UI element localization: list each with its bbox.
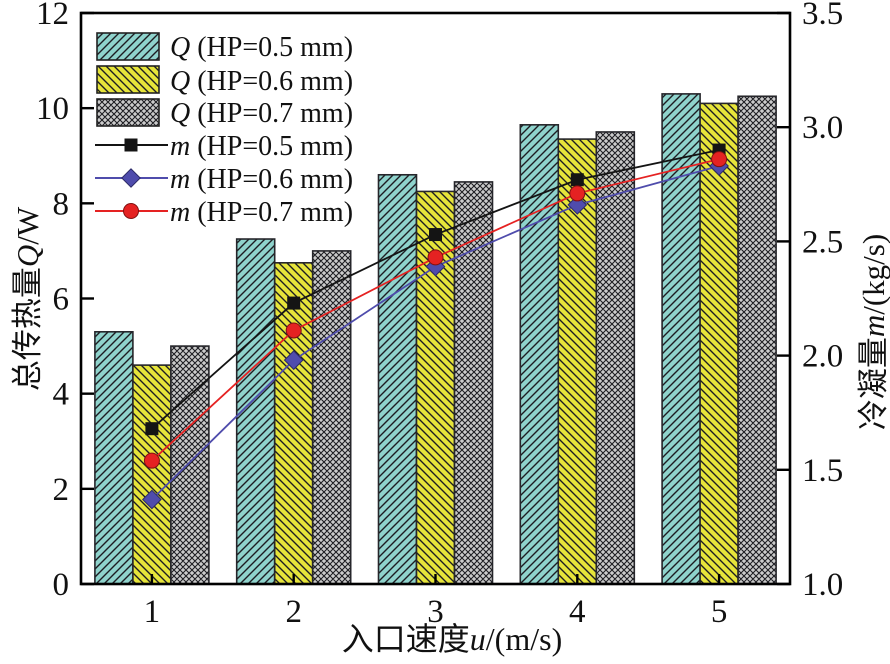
marker-diamond xyxy=(283,350,304,371)
legend-label: Q (HP=0.5 mm) xyxy=(170,32,353,63)
marker-square xyxy=(429,228,442,242)
left-tick-label: 8 xyxy=(53,186,70,222)
legend-label-var: Q xyxy=(170,32,190,63)
left-axis-title: 总传热量Q/W xyxy=(10,206,45,391)
legend-swatch-hatch xyxy=(97,66,159,93)
bar-hatch xyxy=(662,93,701,585)
x-tick-label: 4 xyxy=(569,594,586,630)
right-axis-title-unit: /(kg/s) xyxy=(856,234,890,315)
legend-label-var: m xyxy=(170,164,190,195)
right-tick-label: 3.5 xyxy=(802,0,843,32)
legend-item-q-hp07: Q (HP=0.7 mm) xyxy=(96,98,353,129)
legend-label-rest: (HP=0.7 mm) xyxy=(197,197,353,228)
right-axis-title: 冷凝量m/(kg/s) xyxy=(856,234,890,430)
x-tick-label: 2 xyxy=(285,594,302,630)
bar-hatch xyxy=(700,103,739,585)
bar-hatch xyxy=(236,239,275,585)
left-axis-title-cjk: 总传热量 xyxy=(10,267,45,391)
marker-square xyxy=(287,296,301,310)
legend-item-q-hp05: Q (HP=0.5 mm) xyxy=(96,32,353,63)
bar-hatch xyxy=(94,331,133,584)
legend-label-rest: (HP=0.6 mm) xyxy=(197,66,353,97)
right-axis-title-cjk: 冷凝量 xyxy=(856,337,890,430)
legend-label: m (HP=0.5 mm) xyxy=(170,131,353,162)
left-axis-title-var: Q xyxy=(10,245,45,267)
legend-swatch-hatch xyxy=(97,99,159,126)
marker-circle xyxy=(711,151,728,168)
bar-hatch xyxy=(738,96,777,584)
marker-diamond xyxy=(142,489,162,510)
left-tick-label: 2 xyxy=(53,472,70,508)
legend-label-rest: (HP=0.5 mm) xyxy=(197,131,353,162)
marker-circle xyxy=(427,249,444,266)
bar-hatch xyxy=(520,124,559,584)
legend-label-var: Q xyxy=(170,98,190,129)
right-tick-label: 2.0 xyxy=(802,339,843,375)
legend-item-m-hp06: m (HP=0.6 mm) xyxy=(95,164,353,195)
marker-circle xyxy=(143,452,160,469)
right-tick-label: 3.0 xyxy=(802,110,843,146)
marker-square xyxy=(570,173,584,187)
legend-item-m-hp05: m (HP=0.5 mm) xyxy=(95,131,353,162)
x-tick-label: 3 xyxy=(427,594,444,630)
left-axis-title-unit: /W xyxy=(10,206,45,245)
bar-hatch xyxy=(170,346,209,584)
marker-circle xyxy=(285,322,302,339)
legend-swatch-border xyxy=(96,65,160,94)
right-tick-label: 2.5 xyxy=(802,224,843,260)
bar-hatch xyxy=(312,250,351,584)
legend-marker-circle xyxy=(123,203,139,219)
right-tick-label: 1.5 xyxy=(802,453,843,489)
marker-diamond xyxy=(567,194,588,215)
left-tick-label: 6 xyxy=(53,282,70,318)
bar-hatch xyxy=(378,174,417,585)
left-tick-label: 10 xyxy=(36,91,69,127)
left-tick-label: 0 xyxy=(53,567,70,603)
x-axis-title-unit: /(m/s) xyxy=(486,621,562,657)
legend-label-rest: (HP=0.6 mm) xyxy=(197,164,353,195)
x-axis-title: 入口速度u/(m/s) xyxy=(342,621,562,657)
legend-label-rest: (HP=0.5 mm) xyxy=(197,32,353,63)
legend-item-m-hp07: m (HP=0.7 mm) xyxy=(95,197,353,228)
legend-label-var: m xyxy=(170,197,190,228)
x-tick-label: 5 xyxy=(711,594,728,630)
right-axis-title-var: m xyxy=(856,315,890,337)
lines-layer xyxy=(142,143,729,510)
bar-hatch xyxy=(454,181,493,584)
legend-marker-diamond xyxy=(121,168,141,188)
left-tick-label: 4 xyxy=(53,377,70,413)
marker-circle xyxy=(569,185,586,202)
left-tick-label: 12 xyxy=(36,0,69,32)
legend-label: m (HP=0.7 mm) xyxy=(170,197,353,228)
legend-label-var: m xyxy=(170,131,190,162)
legend-label-rest: (HP=0.7 mm) xyxy=(197,98,353,129)
x-tick-label: 1 xyxy=(144,594,161,630)
x-axis-title-cjk: 入口速度 xyxy=(342,621,470,657)
legend-label: m (HP=0.6 mm) xyxy=(170,164,353,195)
bar-hatch xyxy=(274,262,313,584)
bars-layer xyxy=(94,93,777,585)
marker-square xyxy=(145,422,159,436)
legend-label: Q (HP=0.7 mm) xyxy=(170,98,353,129)
legend-marker-square xyxy=(124,138,138,152)
right-tick-label: 1.0 xyxy=(802,567,843,603)
legend-label: Q (HP=0.6 mm) xyxy=(170,66,353,97)
bar-hatch xyxy=(132,365,171,584)
legend-swatch-hatch xyxy=(97,33,159,60)
legend-label-var: Q xyxy=(170,66,190,97)
legend-swatch-border xyxy=(96,98,160,127)
legend-swatch-border xyxy=(96,32,160,61)
x-axis-title-var: u xyxy=(470,621,486,657)
bar-hatch xyxy=(596,131,635,585)
legend-item-q-hp06: Q (HP=0.6 mm) xyxy=(96,65,353,97)
legend: Q (HP=0.5 mm) Q (HP=0.6 mm) Q (HP=0.7 mm) m… xyxy=(95,32,353,228)
